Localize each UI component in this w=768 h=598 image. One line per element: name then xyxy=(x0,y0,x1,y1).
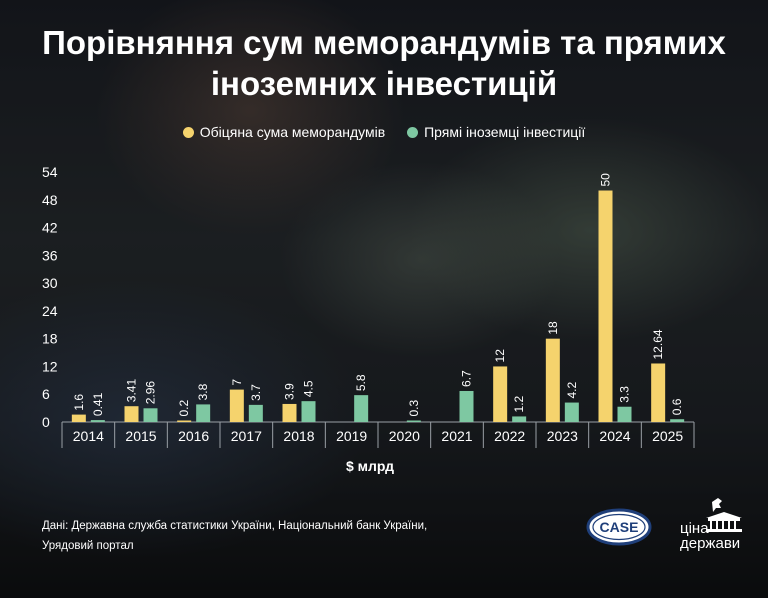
title-line-1: Порівняння сум меморандумів та прямих xyxy=(42,24,726,61)
y-tick-label: 54 xyxy=(42,164,58,180)
cina-line-2: держави xyxy=(680,535,741,552)
source-line-2: Урядовий портал xyxy=(42,540,134,552)
data-label: 0.6 xyxy=(670,398,684,415)
data-label: 0.3 xyxy=(407,399,421,416)
x-tick-label: 2017 xyxy=(231,428,262,444)
cina-line-1: ціна xyxy=(680,520,709,537)
bar-memoranda xyxy=(177,420,192,422)
y-tick-label: 0 xyxy=(42,414,50,430)
data-label: 12 xyxy=(493,349,507,363)
data-label: 6.7 xyxy=(460,370,474,387)
bar-memoranda xyxy=(282,403,297,422)
legend-swatch-memoranda xyxy=(182,127,194,138)
x-tick-label: 2025 xyxy=(652,428,683,444)
bar-fdi xyxy=(512,416,527,422)
bar-fdi xyxy=(301,401,316,422)
data-label: 12.64 xyxy=(651,329,665,359)
data-label: 1.2 xyxy=(512,395,526,412)
data-label: 4.5 xyxy=(302,380,316,397)
source-note: Дані: Державна служба статистики України… xyxy=(42,516,427,556)
bar-fdi xyxy=(406,420,421,422)
data-label: 0.41 xyxy=(91,392,105,416)
y-tick-label: 24 xyxy=(42,303,58,319)
source-line-1: Дані: Державна служба статистики України… xyxy=(42,520,428,532)
bar-memoranda xyxy=(545,338,560,422)
bar-memoranda xyxy=(124,406,139,422)
data-label: 1.6 xyxy=(72,394,86,411)
legend-item-memoranda: Обіцяна сума меморандумів xyxy=(182,124,386,140)
y-tick-label: 30 xyxy=(42,275,58,291)
data-label: 0.2 xyxy=(177,399,191,416)
data-label: 4.2 xyxy=(565,382,579,399)
data-label: 3.7 xyxy=(249,384,263,401)
legend-item-fdi: Прямі іноземці інвестиції xyxy=(407,124,585,140)
data-label: 3.3 xyxy=(618,386,632,403)
x-tick-label: 2014 xyxy=(73,428,104,444)
bar-fdi xyxy=(617,406,632,422)
y-tick-label: 42 xyxy=(42,220,58,236)
cina-derzhavy-logo-text: ціна держави xyxy=(680,521,740,551)
y-tick-label: 48 xyxy=(42,192,58,208)
x-axis-title: $ млрд xyxy=(346,458,394,474)
cina-derzhavy-logo-icon xyxy=(706,498,742,532)
data-label: 3.41 xyxy=(125,379,139,403)
data-label: 3.8 xyxy=(196,383,210,400)
chart-title: Порівняння сум меморандумів та прямих ін… xyxy=(0,22,768,104)
legend-swatch-fdi xyxy=(407,127,419,138)
bar-fdi xyxy=(354,395,369,422)
data-label: 3.9 xyxy=(283,383,297,400)
bar-memoranda xyxy=(229,389,244,422)
data-label: 18 xyxy=(546,321,560,335)
legend: Обіцяна сума меморандумів Прямі іноземці… xyxy=(0,124,768,140)
data-label: 2.96 xyxy=(144,381,158,405)
x-tick-label: 2023 xyxy=(547,428,578,444)
x-tick-label: 2018 xyxy=(283,428,314,444)
x-tick-label: 2015 xyxy=(125,428,156,444)
bar-fdi xyxy=(196,404,211,422)
y-tick-label: 12 xyxy=(42,358,58,374)
bar-fdi xyxy=(248,404,263,422)
x-tick-label: 2020 xyxy=(389,428,420,444)
y-tick-label: 36 xyxy=(42,247,58,263)
data-label: 50 xyxy=(599,173,613,187)
bar-memoranda xyxy=(651,363,666,422)
bar-memoranda xyxy=(71,414,86,422)
legend-label-memoranda: Обіцяна сума меморандумів xyxy=(199,124,386,140)
title-line-2: іноземних інвестицій xyxy=(210,65,558,102)
y-tick-label: 6 xyxy=(42,386,50,402)
case-logo-icon: CASE xyxy=(586,508,652,546)
data-label: 5.8 xyxy=(354,374,368,391)
bar-fdi xyxy=(459,390,474,422)
x-tick-label: 2022 xyxy=(494,428,525,444)
bar-fdi xyxy=(670,419,685,422)
legend-label-fdi: Прямі іноземці інвестиції xyxy=(424,124,586,140)
x-tick-label: 2021 xyxy=(441,428,472,444)
bar-memoranda xyxy=(493,366,508,422)
x-tick-label: 2024 xyxy=(599,428,630,444)
data-label: 7 xyxy=(230,379,244,386)
x-tick-label: 2019 xyxy=(336,428,367,444)
y-tick-label: 18 xyxy=(42,331,58,347)
x-tick-label: 2016 xyxy=(178,428,209,444)
bar-fdi xyxy=(90,420,105,422)
bar-fdi xyxy=(143,408,158,422)
bar-fdi xyxy=(564,402,579,422)
bar-memoranda xyxy=(598,190,613,422)
case-logo-text: CASE xyxy=(600,519,639,535)
